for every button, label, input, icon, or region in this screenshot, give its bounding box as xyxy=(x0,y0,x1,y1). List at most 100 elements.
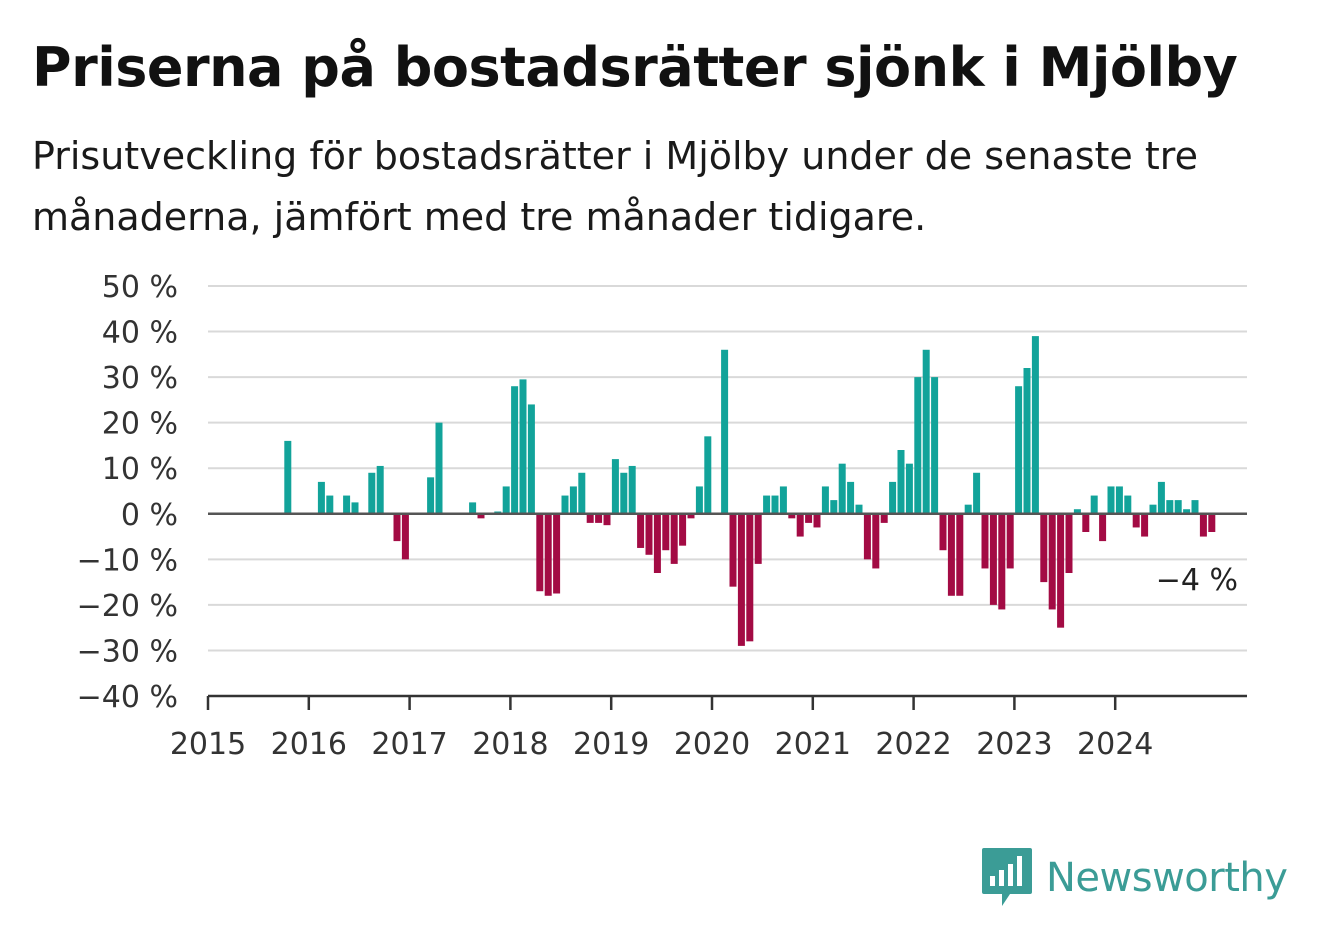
bar xyxy=(1073,509,1081,514)
bar xyxy=(981,513,989,569)
bar xyxy=(779,486,787,514)
bar xyxy=(931,377,939,514)
x-tick-label: 2019 xyxy=(573,727,649,762)
bar xyxy=(1082,513,1090,532)
bar xyxy=(771,495,779,514)
bar xyxy=(561,495,569,514)
x-tick-label: 2024 xyxy=(1077,727,1153,762)
bar xyxy=(569,486,577,514)
bar xyxy=(393,513,401,542)
y-tick-label: −20 % xyxy=(77,589,178,624)
x-tick-label: 2017 xyxy=(371,727,447,762)
last-value-label: −4 % xyxy=(1156,563,1238,598)
brand-logo: Newsworthy xyxy=(980,846,1288,910)
x-tick-label: 2023 xyxy=(976,727,1052,762)
bar xyxy=(519,379,527,514)
bar xyxy=(687,513,695,519)
bar xyxy=(527,404,535,514)
bar xyxy=(376,465,384,514)
bar xyxy=(536,513,544,592)
chart-title: Priserna på bostadsrätter sjönk i Mjölby xyxy=(32,36,1238,99)
bar xyxy=(998,513,1006,610)
brand-name: Newsworthy xyxy=(1046,855,1288,901)
bar xyxy=(897,450,905,514)
bar xyxy=(628,465,636,514)
bar xyxy=(830,500,838,514)
y-tick-label: 40 % xyxy=(102,316,178,351)
y-axis-ticks: 50 % 40 % 30 % 20 % 10 % 0 % −10 % −20 % −30 % −4… xyxy=(77,270,178,715)
bar xyxy=(796,513,804,537)
y-tick-label: 10 % xyxy=(102,452,178,487)
bar xyxy=(847,481,855,514)
bar xyxy=(889,481,897,514)
bar xyxy=(351,502,359,514)
bar xyxy=(863,513,871,560)
bar xyxy=(763,495,771,514)
bar xyxy=(1099,513,1107,542)
bar xyxy=(1057,513,1065,628)
bar xyxy=(284,440,292,514)
bar xyxy=(427,477,435,514)
x-tick-label: 2015 xyxy=(170,727,246,762)
bar xyxy=(695,486,703,514)
bar xyxy=(805,513,813,523)
bar xyxy=(1107,486,1115,514)
bar xyxy=(603,513,611,526)
bar xyxy=(1141,513,1149,537)
bar xyxy=(746,513,754,642)
bar xyxy=(317,481,325,514)
bar xyxy=(754,513,762,564)
bar xyxy=(989,513,997,605)
bar xyxy=(914,377,922,514)
bar xyxy=(343,495,351,514)
bar xyxy=(578,472,586,514)
bar xyxy=(1031,336,1039,514)
bar xyxy=(1166,500,1174,514)
bar xyxy=(821,486,829,514)
y-tick-label: 20 % xyxy=(102,407,178,442)
bar xyxy=(326,495,334,514)
bar xyxy=(1191,500,1199,514)
bar xyxy=(956,513,964,596)
bar xyxy=(645,513,653,555)
bar xyxy=(662,513,670,551)
bar xyxy=(1115,486,1123,514)
bar xyxy=(586,513,594,523)
y-tick-label: −30 % xyxy=(77,634,178,669)
x-axis-ticks: 2015 2016 2017 2018 2019 2020 2021 2022 2023 2024 xyxy=(170,696,1153,762)
bar xyxy=(620,472,628,514)
bar xyxy=(679,513,687,546)
bar xyxy=(544,513,552,596)
axes xyxy=(208,512,1247,698)
y-tick-label: −40 % xyxy=(77,680,178,715)
bar xyxy=(1174,500,1182,514)
bar xyxy=(855,504,863,514)
bar xyxy=(611,459,619,514)
bar xyxy=(1208,513,1216,532)
x-tick-label: 2021 xyxy=(775,727,851,762)
y-tick-label: 0 % xyxy=(121,498,178,533)
bar xyxy=(1023,368,1031,514)
y-tick-label: 50 % xyxy=(102,270,178,305)
bar xyxy=(813,513,821,528)
bar xyxy=(1090,495,1098,514)
y-tick-label: −10 % xyxy=(77,543,178,578)
x-tick-label: 2016 xyxy=(271,727,347,762)
bar xyxy=(1183,509,1191,514)
bar xyxy=(973,472,981,514)
bar xyxy=(947,513,955,596)
bar xyxy=(905,463,913,514)
bar xyxy=(721,349,729,514)
bar xyxy=(872,513,880,569)
bar xyxy=(1015,386,1023,514)
bar xyxy=(637,513,645,548)
bar xyxy=(939,513,947,551)
bar xyxy=(1157,481,1165,514)
bar xyxy=(1132,513,1140,528)
bar xyxy=(788,513,796,519)
bar xyxy=(1006,513,1014,569)
bar xyxy=(368,472,376,514)
bar xyxy=(922,349,930,514)
bar xyxy=(477,513,485,519)
